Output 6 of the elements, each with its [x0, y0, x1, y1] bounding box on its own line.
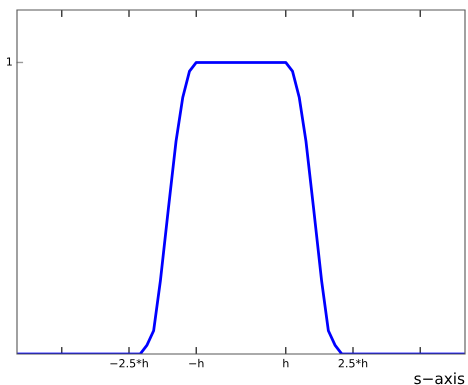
x-axis-title: s−axis	[414, 372, 464, 384]
x-tick-label: −h	[189, 358, 204, 368]
x-tick-label: −2.5*h	[110, 358, 148, 368]
x-tick-label: 2.5*h	[338, 358, 368, 368]
text: 1	[6, 57, 12, 66]
x-tick-label: h	[283, 358, 288, 368]
